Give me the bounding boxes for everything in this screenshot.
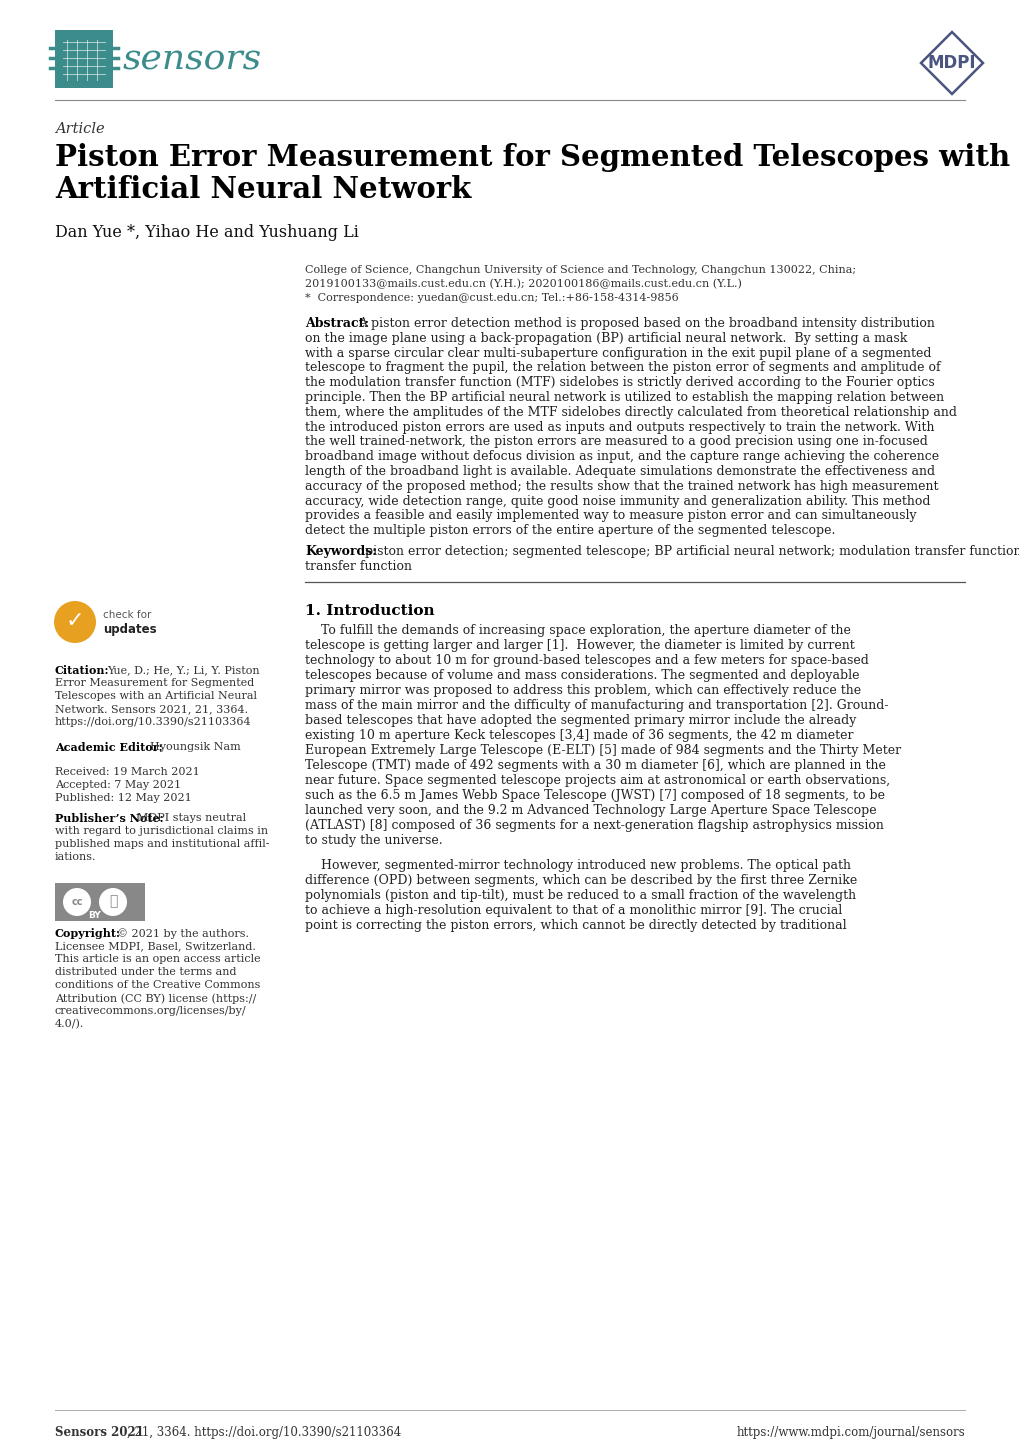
Text: difference (OPD) between segments, which can be described by the first three Zer: difference (OPD) between segments, which… xyxy=(305,874,856,887)
Text: Citation:: Citation: xyxy=(55,665,109,676)
Text: check for: check for xyxy=(103,610,151,620)
Text: distributed under the terms and: distributed under the terms and xyxy=(55,968,236,978)
Text: accuracy, wide detection range, quite good noise immunity and generalization abi: accuracy, wide detection range, quite go… xyxy=(305,495,929,508)
Text: https://www.mdpi.com/journal/sensors: https://www.mdpi.com/journal/sensors xyxy=(736,1426,964,1439)
Text: accuracy of the proposed method; the results show that the trained network has h: accuracy of the proposed method; the res… xyxy=(305,480,937,493)
Text: MDPI: MDPI xyxy=(927,53,975,72)
Ellipse shape xyxy=(54,601,96,643)
Text: Error Measurement for Segmented: Error Measurement for Segmented xyxy=(55,678,254,688)
Text: Sensors 2021: Sensors 2021 xyxy=(55,1426,144,1439)
Text: published maps and institutional affil-: published maps and institutional affil- xyxy=(55,839,269,849)
Bar xyxy=(55,883,145,921)
Text: Network. Sensors 2021, 21, 3364.: Network. Sensors 2021, 21, 3364. xyxy=(55,704,248,714)
Text: © 2021 by the authors.: © 2021 by the authors. xyxy=(117,929,249,939)
Text: Keywords:: Keywords: xyxy=(305,545,376,558)
Text: However, segmented-mirror technology introduced new problems. The optical path: However, segmented-mirror technology int… xyxy=(305,859,850,872)
Text: sensors: sensors xyxy=(123,42,262,76)
Text: the well trained-network, the piston errors are measured to a good precision usi: the well trained-network, the piston err… xyxy=(305,435,927,448)
Text: broadband image without defocus division as input, and the capture range achievi: broadband image without defocus division… xyxy=(305,450,938,463)
Text: such as the 6.5 m James Webb Space Telescope (JWST) [7] composed of 18 segments,: such as the 6.5 m James Webb Space Teles… xyxy=(305,789,884,802)
Text: (ATLAST) [8] composed of 36 segments for a next-generation flagship astrophysics: (ATLAST) [8] composed of 36 segments for… xyxy=(305,819,883,832)
Text: on the image plane using a back-propagation (BP) artificial neural network.  By : on the image plane using a back-propagat… xyxy=(305,332,907,345)
Text: to achieve a high-resolution equivalent to that of a monolithic mirror [9]. The : to achieve a high-resolution equivalent … xyxy=(305,904,842,917)
Text: This article is an open access article: This article is an open access article xyxy=(55,955,261,965)
Text: Yue, D.; He, Y.; Li, Y. Piston: Yue, D.; He, Y.; Li, Y. Piston xyxy=(107,665,260,675)
Text: College of Science, Changchun University of Science and Technology, Changchun 13: College of Science, Changchun University… xyxy=(305,265,855,275)
Text: 4.0/).: 4.0/). xyxy=(55,1019,85,1030)
Text: 1. Introduction: 1. Introduction xyxy=(305,604,434,617)
Text: with a sparse circular clear multi-subaperture configuration in the exit pupil p: with a sparse circular clear multi-subap… xyxy=(305,346,930,359)
Text: ✓: ✓ xyxy=(65,611,85,632)
Text: Hyoungsik Nam: Hyoungsik Nam xyxy=(150,743,240,751)
Text: telescopes because of volume and mass considerations. The segmented and deployab: telescopes because of volume and mass co… xyxy=(305,669,859,682)
Text: Telescopes with an Artificial Neural: Telescopes with an Artificial Neural xyxy=(55,691,257,701)
Text: Accepted: 7 May 2021: Accepted: 7 May 2021 xyxy=(55,780,181,790)
Text: telescope to fragment the pupil, the relation between the piston error of segmen: telescope to fragment the pupil, the rel… xyxy=(305,362,940,375)
Text: Telescope (TMT) made of 492 segments with a 30 m diameter [6], which are planned: Telescope (TMT) made of 492 segments wit… xyxy=(305,758,886,771)
Text: near future. Space segmented telescope projects aim at astronomical or earth obs: near future. Space segmented telescope p… xyxy=(305,774,890,787)
Bar xyxy=(55,30,113,88)
Text: Received: 19 March 2021: Received: 19 March 2021 xyxy=(55,767,200,777)
Text: mass of the main mirror and the difficulty of manufacturing and transportation [: mass of the main mirror and the difficul… xyxy=(305,699,888,712)
Text: detect the multiple piston errors of the entire aperture of the segmented telesc: detect the multiple piston errors of the… xyxy=(305,525,835,538)
Text: conditions of the Creative Commons: conditions of the Creative Commons xyxy=(55,981,260,991)
Text: , 21, 3364. https://doi.org/10.3390/s21103364: , 21, 3364. https://doi.org/10.3390/s211… xyxy=(127,1426,400,1439)
Circle shape xyxy=(63,888,91,916)
Text: European Extremely Large Telescope (E-ELT) [5] made of 984 segments and the Thir: European Extremely Large Telescope (E-EL… xyxy=(305,744,900,757)
Text: updates: updates xyxy=(103,623,157,636)
Text: *  Correspondence: yuedan@cust.edu.cn; Tel.:+86-158-4314-9856: * Correspondence: yuedan@cust.edu.cn; Te… xyxy=(305,293,678,303)
Text: Article: Article xyxy=(55,123,105,136)
Text: technology to about 10 m for ground-based telescopes and a few meters for space-: technology to about 10 m for ground-base… xyxy=(305,653,868,666)
Text: Published: 12 May 2021: Published: 12 May 2021 xyxy=(55,793,192,803)
Text: MDPI stays neutral: MDPI stays neutral xyxy=(137,813,246,823)
Text: Piston Error Measurement for Segmented Telescopes with an: Piston Error Measurement for Segmented T… xyxy=(55,143,1019,172)
Text: Abstract:: Abstract: xyxy=(305,317,369,330)
Text: To fulfill the demands of increasing space exploration, the aperture diameter of: To fulfill the demands of increasing spa… xyxy=(305,624,850,637)
Text: 2019100133@mails.cust.edu.cn (Y.H.); 2020100186@mails.cust.edu.cn (Y.L.): 2019100133@mails.cust.edu.cn (Y.H.); 202… xyxy=(305,278,741,290)
Text: primary mirror was proposed to address this problem, which can effectively reduc: primary mirror was proposed to address t… xyxy=(305,684,860,696)
Text: cc: cc xyxy=(71,897,83,907)
Text: creativecommons.org/licenses/by/: creativecommons.org/licenses/by/ xyxy=(55,1007,247,1017)
Text: Copyright:: Copyright: xyxy=(55,929,121,939)
Text: length of the broadband light is available. Adequate simulations demonstrate the: length of the broadband light is availab… xyxy=(305,464,934,477)
Text: https://doi.org/10.3390/s21103364: https://doi.org/10.3390/s21103364 xyxy=(55,717,252,727)
Circle shape xyxy=(99,888,127,916)
Text: Publisher’s Note:: Publisher’s Note: xyxy=(55,813,163,823)
Text: principle. Then the BP artificial neural network is utilized to establish the ma: principle. Then the BP artificial neural… xyxy=(305,391,944,404)
Text: Ⓘ: Ⓘ xyxy=(109,894,117,908)
Text: Academic Editor:: Academic Editor: xyxy=(55,743,162,753)
Text: to study the universe.: to study the universe. xyxy=(305,833,442,846)
Text: iations.: iations. xyxy=(55,852,97,862)
Text: the modulation transfer function (MTF) sidelobes is strictly derived according t: the modulation transfer function (MTF) s… xyxy=(305,376,933,389)
Text: with regard to jurisdictional claims in: with regard to jurisdictional claims in xyxy=(55,826,268,836)
Text: piston error detection; segmented telescope; BP artificial neural network; modul: piston error detection; segmented telesc… xyxy=(365,545,1019,558)
Text: existing 10 m aperture Keck telescopes [3,4] made of 36 segments, the 42 m diame: existing 10 m aperture Keck telescopes [… xyxy=(305,728,853,741)
Text: provides a feasible and easily implemented way to measure piston error and can s: provides a feasible and easily implement… xyxy=(305,509,916,522)
Text: Dan Yue *, Yihao He and Yushuang Li: Dan Yue *, Yihao He and Yushuang Li xyxy=(55,224,359,241)
Text: BY: BY xyxy=(89,911,101,920)
Text: launched very soon, and the 9.2 m Advanced Technology Large Aperture Space Teles: launched very soon, and the 9.2 m Advanc… xyxy=(305,803,875,816)
Text: point is correcting the piston errors, which cannot be directly detected by trad: point is correcting the piston errors, w… xyxy=(305,919,846,932)
Text: Artificial Neural Network: Artificial Neural Network xyxy=(55,174,471,203)
Text: polynomials (piston and tip-tilt), must be reduced to a small fraction of the wa: polynomials (piston and tip-tilt), must … xyxy=(305,888,855,901)
Text: the introduced piston errors are used as inputs and outputs respectively to trai: the introduced piston errors are used as… xyxy=(305,421,933,434)
Text: telescope is getting larger and larger [1].  However, the diameter is limited by: telescope is getting larger and larger [… xyxy=(305,639,854,652)
Text: transfer function: transfer function xyxy=(305,559,412,572)
Text: Attribution (CC BY) license (https://: Attribution (CC BY) license (https:// xyxy=(55,994,256,1004)
Text: based telescopes that have adopted the segmented primary mirror include the alre: based telescopes that have adopted the s… xyxy=(305,714,856,727)
Text: them, where the amplitudes of the MTF sidelobes directly calculated from theoret: them, where the amplitudes of the MTF si… xyxy=(305,405,956,418)
Text: Licensee MDPI, Basel, Switzerland.: Licensee MDPI, Basel, Switzerland. xyxy=(55,942,256,952)
Text: A piston error detection method is proposed based on the broadband intensity dis: A piston error detection method is propo… xyxy=(358,317,934,330)
